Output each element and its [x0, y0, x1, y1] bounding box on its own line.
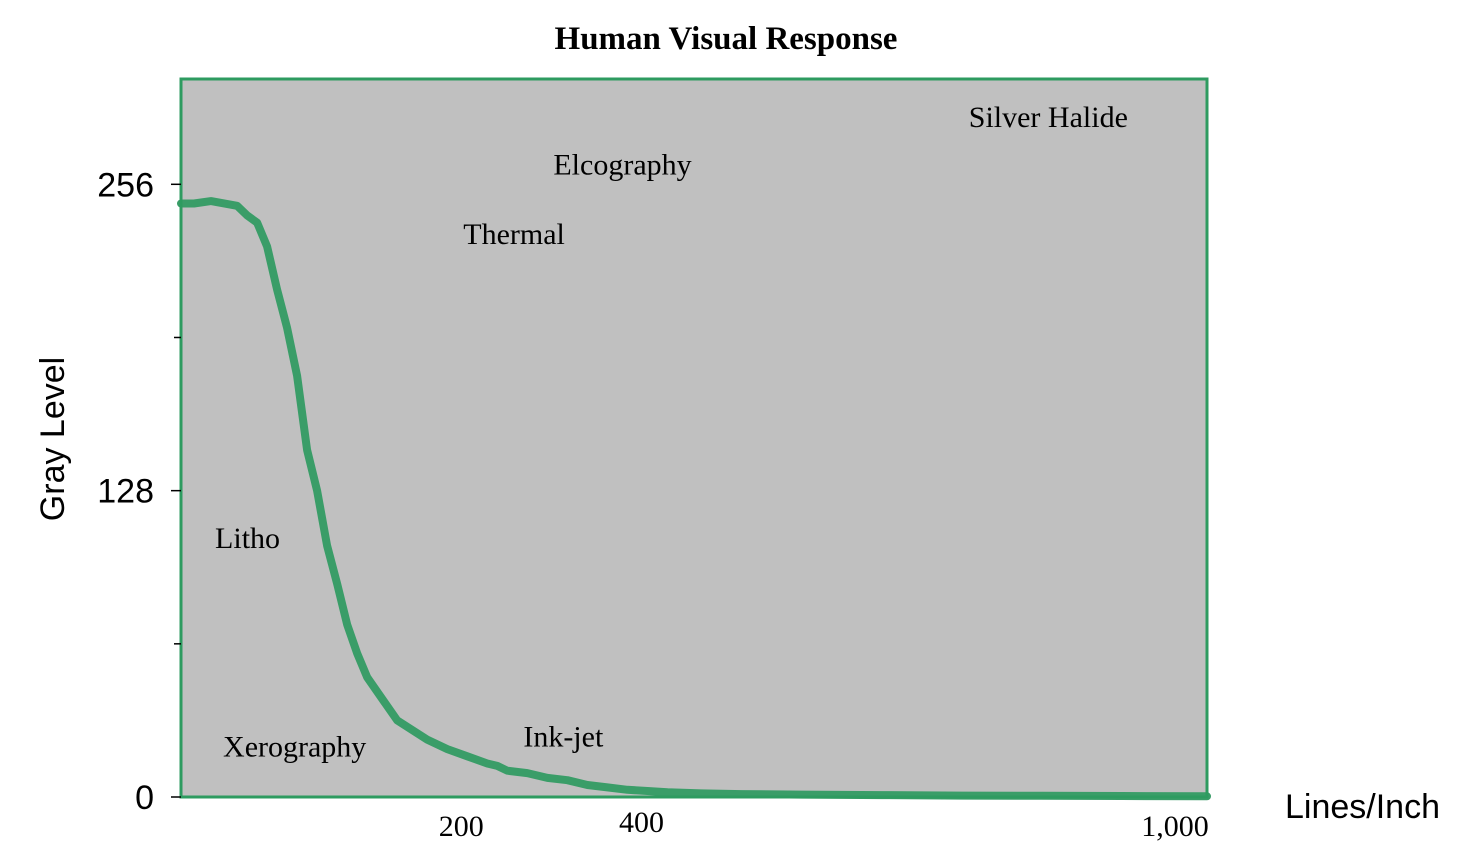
- annotation-label: Litho: [215, 522, 280, 555]
- x-tick-label: 200: [439, 810, 484, 843]
- annotation-label: Thermal: [463, 218, 565, 251]
- x-tick-label: 1,000: [1141, 810, 1209, 843]
- y-axis-label: Gray Level: [34, 357, 72, 521]
- y-tick-label: 256: [97, 166, 154, 204]
- annotation-label: Silver Halide: [969, 101, 1128, 134]
- x-axis-label: Lines/Inch: [1285, 788, 1440, 826]
- x-tick-label: 400: [619, 806, 664, 839]
- chart-title: Human Visual Response: [555, 21, 898, 57]
- y-tick-label: 128: [97, 473, 154, 511]
- gray-level-line: [177, 197, 1211, 801]
- annotation-label: Ink-jet: [523, 721, 604, 754]
- annotation-label: Elcography: [553, 149, 691, 182]
- annotation-label: Xerography: [223, 730, 366, 763]
- plot-frame: [179, 77, 1209, 799]
- y-tick-label: 0: [135, 779, 154, 817]
- plot-area: [181, 79, 1207, 797]
